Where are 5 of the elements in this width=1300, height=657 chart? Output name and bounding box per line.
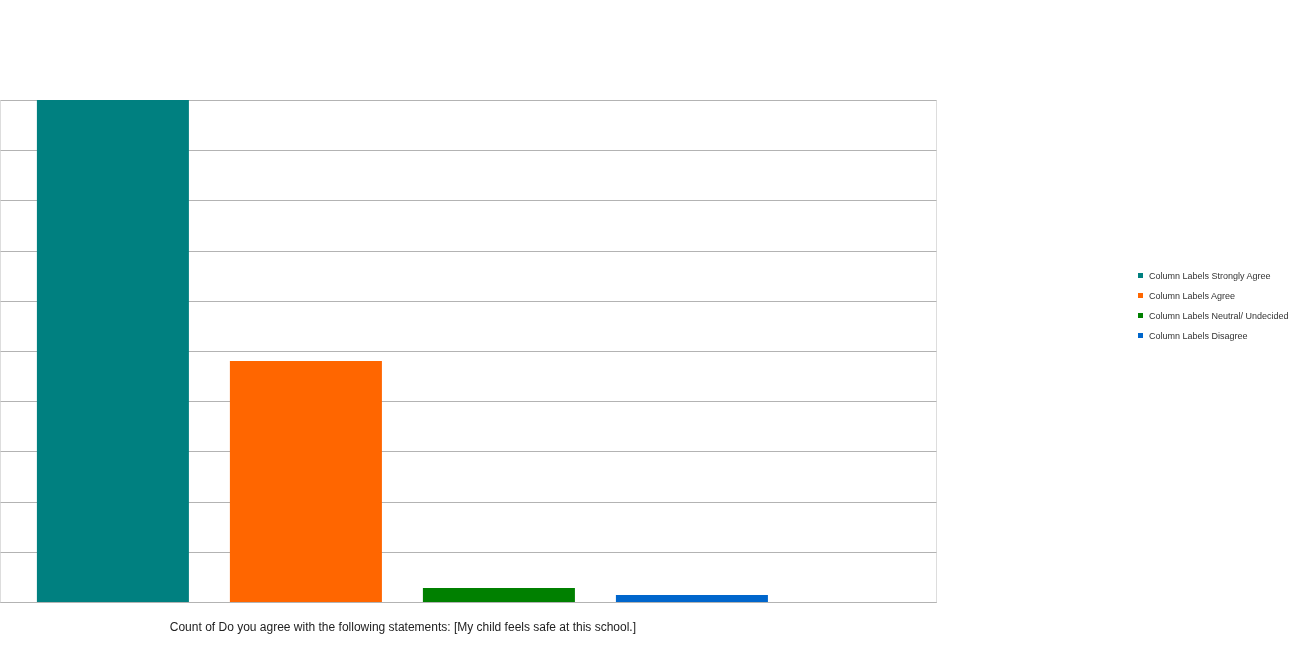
x-axis-title: Count of Do you agree with the following statements: [My child feels safe at this school.] <box>169 619 637 634</box>
legend-label: Column Labels Strongly Agree <box>1149 270 1271 281</box>
legend-label: Column Labels Disagree <box>1149 330 1248 341</box>
legend-label: Column Labels Neutral/ Undecided <box>1149 310 1289 321</box>
legend-label: Column Labels Agree <box>1149 290 1236 301</box>
